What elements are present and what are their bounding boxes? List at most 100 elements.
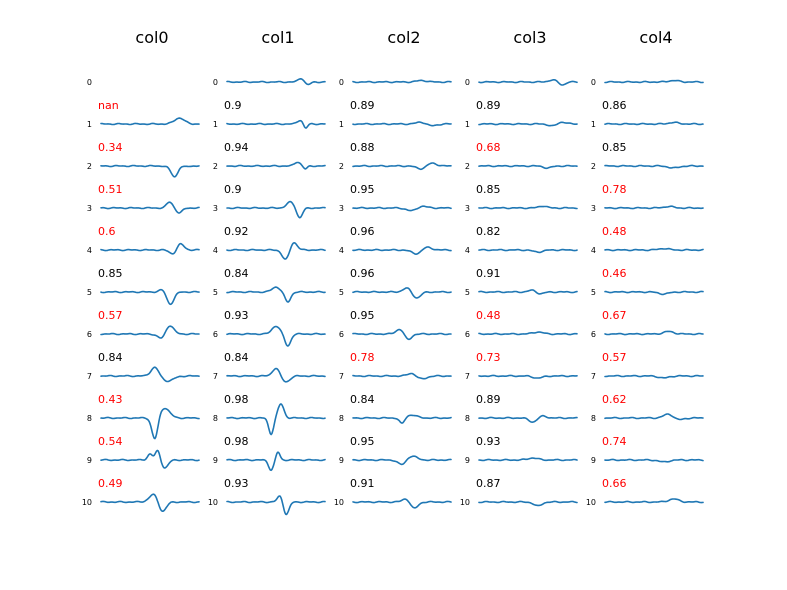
- correlation-value: 0.89: [476, 99, 501, 112]
- trace-line: [478, 164, 578, 170]
- row-label: 3: [465, 204, 470, 213]
- row-label: 5: [465, 288, 470, 297]
- correlation-value: 0.66: [602, 477, 627, 490]
- correlation-value: 0.91: [350, 477, 375, 490]
- trace-line: [604, 205, 704, 210]
- correlation-value: 0.73: [476, 351, 501, 364]
- row-label: 4: [213, 246, 218, 255]
- column-title: col0: [135, 28, 168, 47]
- correlation-value: 0.86: [602, 99, 627, 112]
- correlation-value: 0.96: [350, 267, 375, 280]
- trace-line: [226, 495, 326, 516]
- row-label: 2: [213, 162, 218, 171]
- trace-line: [226, 286, 326, 303]
- correlation-value: 0.87: [476, 477, 501, 490]
- trace-line: [604, 164, 704, 169]
- trace-line: [478, 457, 578, 462]
- row-label: 7: [213, 372, 218, 381]
- trace-line: [226, 119, 326, 129]
- row-label: 9: [339, 456, 344, 465]
- correlation-value: 0.98: [224, 435, 249, 448]
- trace-line: [352, 287, 452, 299]
- correlation-value: 0.46: [602, 267, 627, 280]
- column-title: col4: [639, 28, 672, 47]
- trace-line: [604, 374, 704, 379]
- trace-line: [604, 413, 704, 421]
- trace-line: [478, 121, 578, 127]
- trace-line: [604, 247, 704, 252]
- row-label: 6: [213, 330, 218, 339]
- row-label: 1: [87, 120, 92, 129]
- row-label: 5: [591, 288, 596, 297]
- row-label: 10: [334, 498, 344, 507]
- row-label: 9: [591, 456, 596, 465]
- trace-line: [604, 79, 704, 84]
- trace-line: [478, 205, 578, 210]
- column-title: col1: [261, 28, 294, 47]
- correlation-value: 0.95: [350, 309, 375, 322]
- trace-line: [478, 414, 578, 423]
- trace-line: [226, 161, 326, 170]
- row-label: 9: [213, 456, 218, 465]
- correlation-value: 0.48: [602, 225, 627, 238]
- row-label: 3: [591, 204, 596, 213]
- row-label: 4: [87, 246, 92, 255]
- trace-line: [604, 498, 704, 504]
- row-label: 0: [339, 78, 344, 87]
- trace-line: [478, 374, 578, 379]
- correlation-value: 0.74: [602, 435, 627, 448]
- trace-line: [352, 455, 452, 466]
- correlation-value: 0.95: [350, 435, 375, 448]
- row-label: 0: [591, 78, 596, 87]
- row-label: 5: [339, 288, 344, 297]
- correlation-value: 0.94: [224, 141, 249, 154]
- correlation-value: 0.57: [602, 351, 627, 364]
- row-label: 1: [591, 120, 596, 129]
- correlation-value: 0.84: [98, 351, 123, 364]
- correlation-value: 0.92: [224, 225, 249, 238]
- correlation-value: 0.95: [350, 183, 375, 196]
- correlation-value: 0.85: [602, 141, 627, 154]
- correlation-value: 0.89: [350, 99, 375, 112]
- row-label: 6: [339, 330, 344, 339]
- correlation-value: 0.96: [350, 225, 375, 238]
- correlation-value: 0.88: [350, 141, 375, 154]
- row-label: 9: [465, 456, 470, 465]
- correlation-value: 0.93: [224, 477, 249, 490]
- row-label: 8: [339, 414, 344, 423]
- trace-line: [100, 366, 200, 383]
- row-label: 3: [213, 204, 218, 213]
- trace-line: [352, 498, 452, 509]
- trace-line: [100, 117, 200, 126]
- row-label: 0: [213, 78, 218, 87]
- trace-line: [478, 248, 578, 254]
- correlation-value: 0.67: [602, 309, 627, 322]
- row-label: 7: [591, 372, 596, 381]
- trace-line: [226, 403, 326, 436]
- row-label: 9: [87, 456, 92, 465]
- trace-line: [226, 242, 326, 260]
- correlation-value: 0.78: [350, 351, 375, 364]
- trace-line: [100, 325, 200, 339]
- trace-line: [352, 205, 452, 212]
- row-label: 6: [465, 330, 470, 339]
- correlation-value: 0.91: [476, 267, 501, 280]
- trace-line: [352, 372, 452, 380]
- column-title: col2: [387, 28, 420, 47]
- trace-line: [604, 290, 704, 296]
- trace-line: [604, 458, 704, 463]
- row-label: 5: [87, 288, 92, 297]
- row-label: 0: [87, 78, 92, 87]
- trace-line: [604, 330, 704, 336]
- column-title: col3: [513, 28, 546, 47]
- trace-line: [352, 162, 452, 171]
- correlation-value: 0.62: [602, 393, 627, 406]
- row-label: 8: [213, 414, 218, 423]
- row-label: 1: [213, 120, 218, 129]
- correlation-value: 0.43: [98, 393, 123, 406]
- correlation-value: 0.98: [224, 393, 249, 406]
- row-label: 3: [87, 204, 92, 213]
- trace-line: [226, 367, 326, 383]
- trace-line: [352, 414, 452, 424]
